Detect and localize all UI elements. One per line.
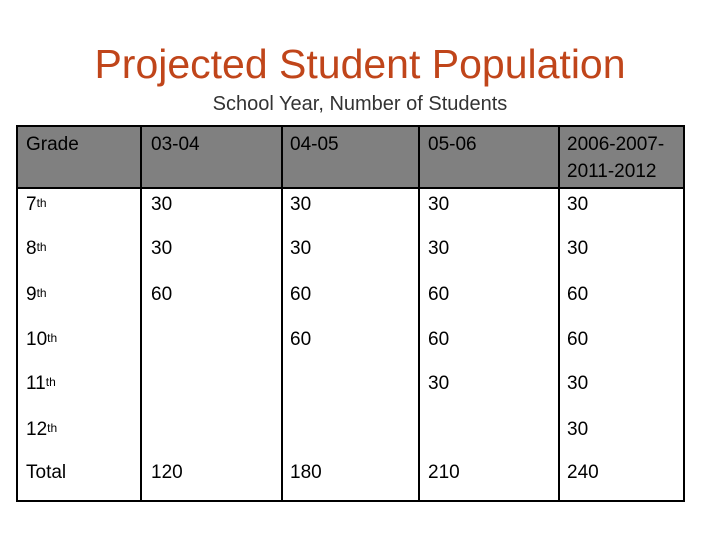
row-grade-label: 8th bbox=[26, 238, 47, 259]
table-header-row bbox=[18, 127, 683, 189]
header-grade: Grade bbox=[26, 134, 79, 155]
table-cell: 120 bbox=[151, 462, 183, 483]
table-cell: 60 bbox=[567, 329, 589, 350]
row-grade-label: 7th bbox=[26, 194, 47, 215]
table-cell: 60 bbox=[428, 284, 450, 305]
row-grade-label: 11th bbox=[26, 373, 56, 394]
table-cell: 30 bbox=[290, 238, 312, 259]
table-cell: 30 bbox=[290, 194, 312, 215]
row-grade-label: 10th bbox=[26, 329, 58, 350]
slide-title: Projected Student Population bbox=[94, 41, 626, 87]
column-divider bbox=[140, 127, 142, 500]
table-cell: 30 bbox=[567, 238, 589, 259]
row-grade-label: 9th bbox=[26, 284, 47, 305]
header-05-06: 05-06 bbox=[428, 134, 477, 155]
table-cell: 30 bbox=[428, 194, 450, 215]
table-cell: 240 bbox=[567, 462, 599, 483]
row-grade-label: Total bbox=[26, 462, 67, 483]
table-cell: 30 bbox=[151, 194, 173, 215]
header-2006-2007: 2006-2007- bbox=[567, 134, 665, 155]
row-grade-label: 12th bbox=[26, 419, 58, 440]
table-cell: 60 bbox=[151, 284, 173, 305]
table-cell: 210 bbox=[428, 462, 460, 483]
table-cell: 30 bbox=[567, 419, 589, 440]
column-divider bbox=[281, 127, 283, 500]
table-cell: 30 bbox=[567, 194, 589, 215]
header-2011-2012: 2011-2012 bbox=[567, 161, 657, 182]
table-cell: 180 bbox=[290, 462, 322, 483]
table-cell: 30 bbox=[567, 373, 589, 394]
table-cell: 30 bbox=[428, 238, 450, 259]
slide-subtitle: School Year, Number of Students bbox=[212, 93, 508, 115]
table-cell: 60 bbox=[290, 284, 312, 305]
column-divider bbox=[558, 127, 560, 500]
column-divider bbox=[418, 127, 420, 500]
table-cell: 60 bbox=[428, 329, 450, 350]
header-04-05: 04-05 bbox=[290, 134, 339, 155]
header-03-04: 03-04 bbox=[151, 134, 200, 155]
population-table: Grade 03-04 04-05 05-06 2006-2007- 2011-… bbox=[16, 125, 685, 502]
table-cell: 60 bbox=[290, 329, 312, 350]
table-cell: 30 bbox=[428, 373, 450, 394]
table-cell: 30 bbox=[151, 238, 173, 259]
table-cell: 60 bbox=[567, 284, 589, 305]
